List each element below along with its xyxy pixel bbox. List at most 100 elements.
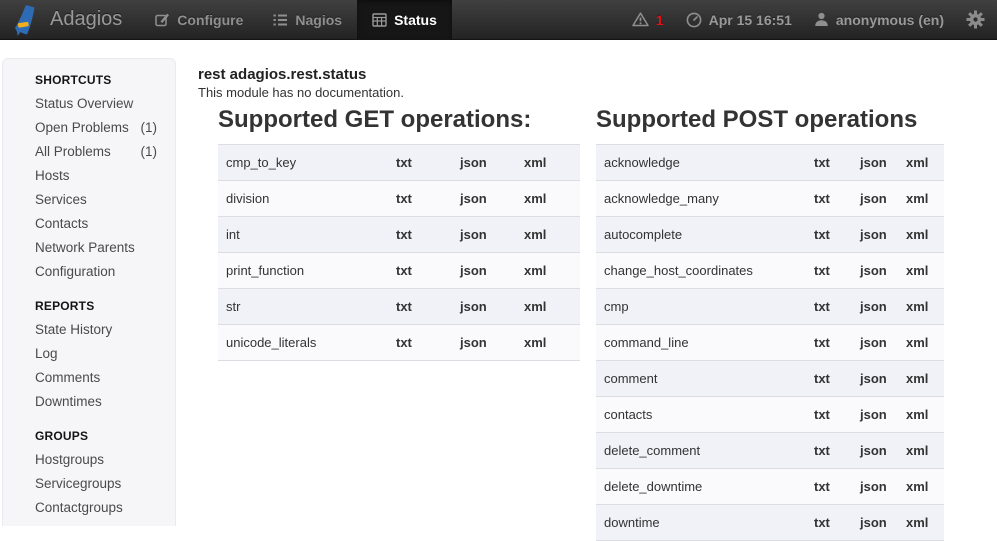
op-link-xml[interactable]: xml [898, 180, 944, 217]
op-link-json[interactable]: json [852, 432, 898, 469]
operation-name: cmp_to_key [218, 144, 388, 181]
op-link-xml[interactable]: xml [898, 144, 944, 181]
sidebar-item-contactgroups[interactable]: Contactgroups [35, 496, 157, 520]
main-content: rest adagios.rest.status This module has… [198, 58, 997, 541]
op-link-xml[interactable]: xml [516, 216, 580, 253]
op-link-txt[interactable]: txt [388, 288, 452, 325]
sidebar: SHORTCUTS Status Overview Open Problems … [2, 58, 176, 526]
sidebar-item-log[interactable]: Log [35, 342, 157, 366]
page-subtitle: This module has no documentation. [198, 85, 404, 100]
op-link-txt[interactable]: txt [388, 252, 452, 289]
sidebar-item-label: Contactgroups [35, 500, 123, 515]
op-link-txt[interactable]: txt [806, 252, 852, 289]
op-link-xml[interactable]: xml [516, 252, 580, 289]
nav-item-status[interactable]: Status [357, 0, 452, 39]
op-link-json[interactable]: json [852, 396, 898, 433]
sidebar-section: SHORTCUTS Status Overview Open Problems … [35, 73, 157, 284]
op-link-json[interactable]: json [852, 504, 898, 541]
op-link-xml[interactable]: xml [898, 288, 944, 325]
user-icon [814, 12, 829, 27]
sidebar-item-state-history[interactable]: State History [35, 318, 157, 342]
op-link-txt[interactable]: txt [806, 468, 852, 505]
sidebar-item-downtimes[interactable]: Downtimes [35, 390, 157, 414]
sidebar-item-open-problems[interactable]: Open Problems (1) [35, 116, 157, 140]
settings-button[interactable] [966, 10, 985, 29]
op-link-xml[interactable]: xml [898, 216, 944, 253]
op-link-txt[interactable]: txt [388, 324, 452, 361]
op-link-xml[interactable]: xml [898, 396, 944, 433]
op-link-txt[interactable]: txt [806, 288, 852, 325]
sidebar-item-label: Status Overview [35, 96, 134, 111]
sidebar-item-hosts[interactable]: Hosts [35, 164, 157, 188]
operation-name: unicode_literals [218, 324, 388, 361]
op-link-txt[interactable]: txt [806, 180, 852, 217]
op-link-xml[interactable]: xml [898, 504, 944, 541]
operation-name: command_line [596, 324, 806, 361]
op-link-txt[interactable]: txt [388, 144, 452, 181]
sidebar-item-configuration[interactable]: Configuration [35, 260, 157, 284]
op-link-txt[interactable]: txt [806, 324, 852, 361]
op-link-json[interactable]: json [452, 144, 516, 181]
op-link-xml[interactable]: xml [898, 432, 944, 469]
operation-name: downtime [596, 504, 806, 541]
op-link-json[interactable]: json [452, 216, 516, 253]
op-link-txt[interactable]: txt [806, 396, 852, 433]
op-link-json[interactable]: json [852, 468, 898, 505]
nav-label: Nagios [295, 11, 343, 28]
op-link-json[interactable]: json [452, 180, 516, 217]
op-link-txt[interactable]: txt [806, 144, 852, 181]
user-menu[interactable]: anonymous (en) [814, 12, 944, 28]
table-row: change_host_coordinates txt json xml [596, 252, 944, 289]
op-link-txt[interactable]: txt [388, 180, 452, 217]
op-link-txt[interactable]: txt [806, 504, 852, 541]
table-row: delete_downtime txt json xml [596, 468, 944, 505]
sidebar-item-count: (1) [140, 144, 158, 159]
op-link-txt[interactable]: txt [806, 432, 852, 469]
op-link-xml[interactable]: xml [898, 324, 944, 361]
brand[interactable]: Adagios [0, 0, 132, 39]
op-link-xml[interactable]: xml [516, 288, 580, 325]
op-link-json[interactable]: json [852, 144, 898, 181]
table-row: division txt json xml [218, 180, 580, 217]
table-row: downtime txt json xml [596, 504, 944, 541]
op-link-json[interactable]: json [852, 252, 898, 289]
alert-count: 1 [655, 11, 664, 28]
table-row: cmp txt json xml [596, 288, 944, 325]
sidebar-item-status-overview[interactable]: Status Overview [35, 92, 157, 116]
table-row: comment txt json xml [596, 360, 944, 397]
table-row: acknowledge txt json xml [596, 144, 944, 181]
op-link-xml[interactable]: xml [898, 252, 944, 289]
op-link-xml[interactable]: xml [516, 180, 580, 217]
operation-name: print_function [218, 252, 388, 289]
sidebar-item-label: All Problems [35, 144, 111, 159]
op-link-xml[interactable]: xml [898, 360, 944, 397]
op-link-xml[interactable]: xml [516, 144, 580, 181]
op-link-json[interactable]: json [452, 324, 516, 361]
table-row: int txt json xml [218, 216, 580, 253]
op-link-json[interactable]: json [852, 324, 898, 361]
op-link-json[interactable]: json [852, 360, 898, 397]
sidebar-item-servicegroups[interactable]: Servicegroups [35, 472, 157, 496]
nav-item-configure[interactable]: Configure [140, 0, 258, 39]
operation-name: str [218, 288, 388, 325]
sidebar-item-services[interactable]: Services [35, 188, 157, 212]
op-link-json[interactable]: json [852, 180, 898, 217]
op-link-txt[interactable]: txt [806, 216, 852, 253]
op-link-json[interactable]: json [852, 216, 898, 253]
op-link-xml[interactable]: xml [898, 468, 944, 505]
sidebar-item-hostgroups[interactable]: Hostgroups [35, 448, 157, 472]
sidebar-item-comments[interactable]: Comments [35, 366, 157, 390]
operation-name: change_host_coordinates [596, 252, 806, 289]
sidebar-item-network-parents[interactable]: Network Parents [35, 236, 157, 260]
sidebar-item-contacts[interactable]: Contacts [35, 212, 157, 236]
datetime-indicator[interactable]: Apr 15 16:51 [686, 12, 792, 28]
op-link-json[interactable]: json [852, 288, 898, 325]
op-link-txt[interactable]: txt [806, 360, 852, 397]
op-link-xml[interactable]: xml [516, 324, 580, 361]
alerts-indicator[interactable]: 1 [632, 12, 664, 28]
nav-item-nagios[interactable]: Nagios [258, 0, 357, 39]
op-link-json[interactable]: json [452, 288, 516, 325]
op-link-json[interactable]: json [452, 252, 516, 289]
sidebar-item-all-problems[interactable]: All Problems (1) [35, 140, 157, 164]
op-link-txt[interactable]: txt [388, 216, 452, 253]
